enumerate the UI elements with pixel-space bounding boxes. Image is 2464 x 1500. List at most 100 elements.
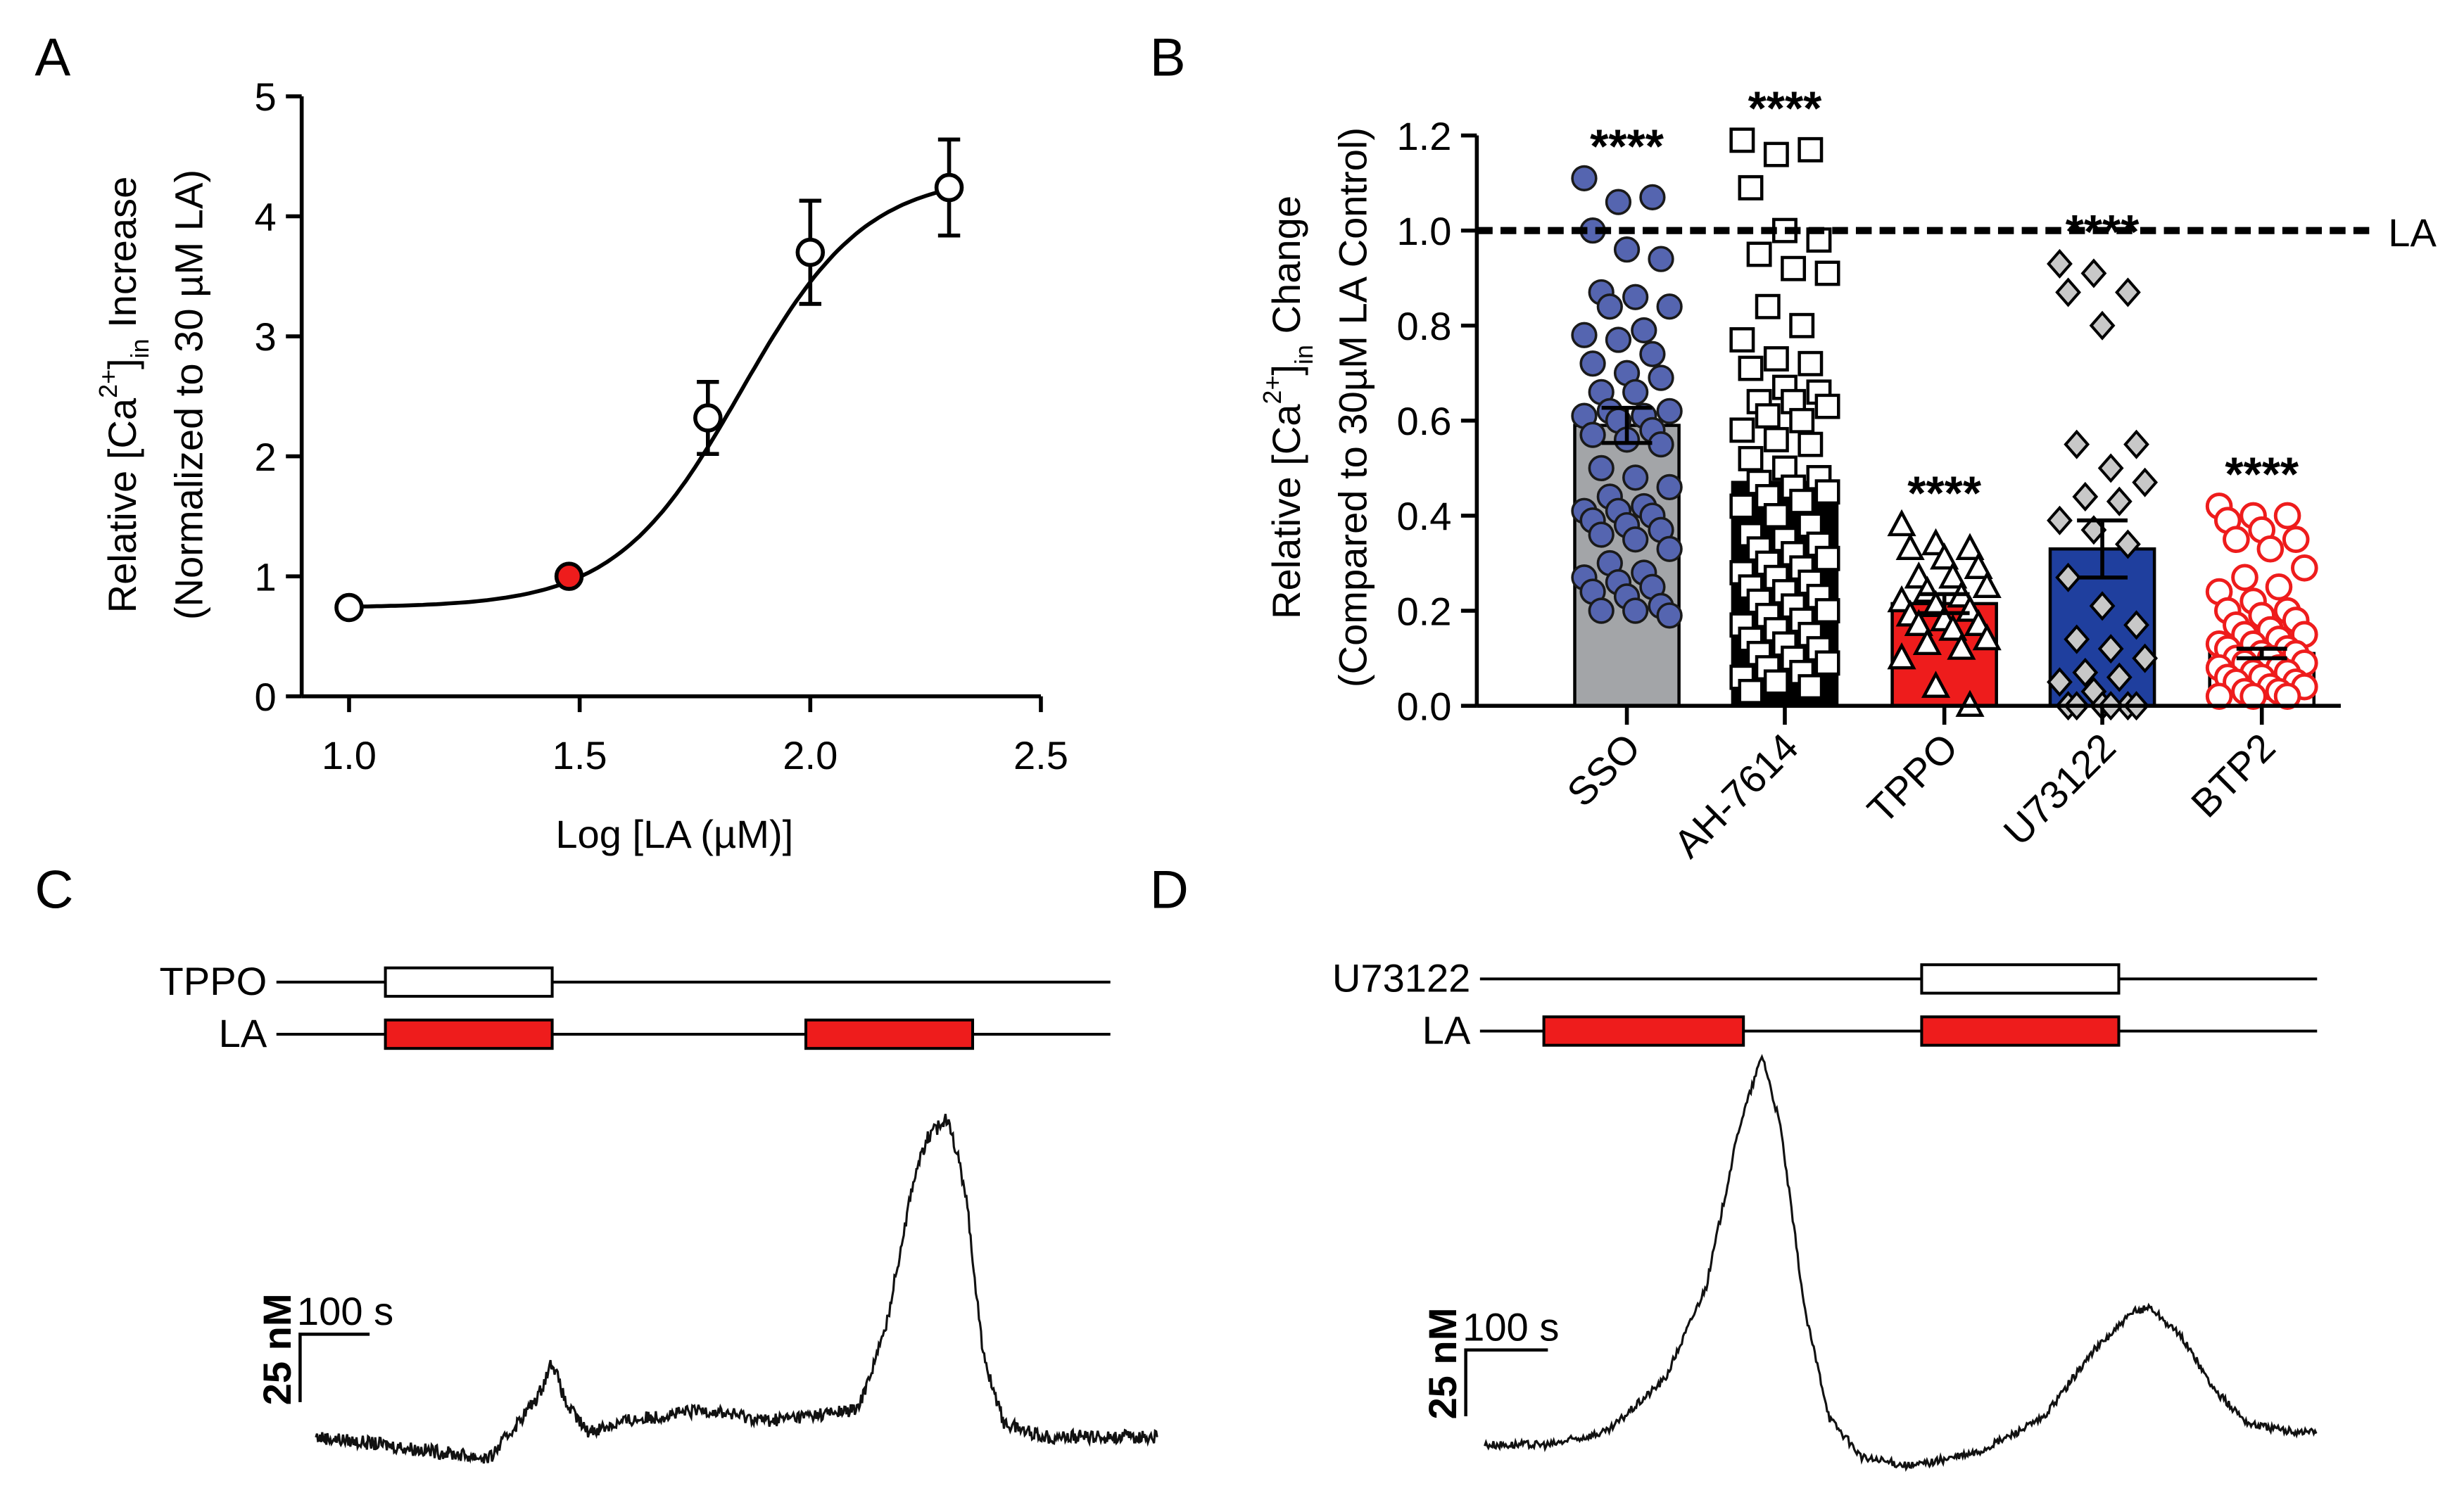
data-point bbox=[2047, 505, 2073, 535]
error-bar bbox=[1919, 592, 1970, 616]
data-point bbox=[2132, 643, 2159, 673]
x-tick-label: 1.5 bbox=[552, 733, 607, 777]
data-point bbox=[1648, 431, 1674, 458]
data-point bbox=[1814, 545, 1840, 571]
ylabel-sub: in bbox=[1290, 345, 1318, 364]
data-point bbox=[1887, 642, 1916, 670]
data-point bbox=[2239, 682, 2267, 710]
protocol-label: LA bbox=[219, 1011, 267, 1055]
y-tick-label: 0 bbox=[255, 675, 277, 719]
data-point bbox=[1930, 542, 1959, 570]
y-tick-label: 1 bbox=[255, 554, 277, 599]
data-point bbox=[1738, 355, 1764, 381]
data-point bbox=[2231, 564, 2258, 592]
data-point bbox=[1921, 670, 1951, 698]
protocol-label: U73122 bbox=[1332, 955, 1471, 1000]
data-point bbox=[1947, 633, 1976, 660]
ylabel-line2: (Compared to 30µM LA Control) bbox=[1330, 127, 1375, 687]
data-point bbox=[1789, 488, 1815, 514]
data-point bbox=[1763, 346, 1789, 371]
data-point bbox=[1798, 431, 1824, 457]
significance-stars: **** bbox=[1748, 82, 1823, 135]
panel-a-y-axis-title: Relative [Ca2+]in Increase (Normalized t… bbox=[94, 170, 210, 620]
data-point bbox=[1763, 564, 1789, 590]
error-bar bbox=[1601, 405, 1653, 445]
ylabel-sup: 2+ bbox=[1258, 376, 1287, 405]
data-point bbox=[1763, 503, 1789, 528]
data-point bbox=[1588, 597, 1615, 624]
data-point bbox=[1729, 417, 1755, 443]
data-point bbox=[1579, 421, 1606, 448]
panel-a-dose-response: Log [LA (µM)] Relative [Ca2+]in Increase… bbox=[94, 75, 1068, 856]
data-point bbox=[1738, 678, 1764, 704]
data-point bbox=[2223, 526, 2250, 554]
data-point bbox=[1605, 189, 1632, 215]
data-point bbox=[2106, 662, 2133, 692]
data-point bbox=[2064, 624, 2090, 654]
x-tick-label: U73122 bbox=[1995, 725, 2123, 853]
data-point bbox=[2072, 657, 2099, 687]
data-point bbox=[1912, 628, 1942, 656]
application-bar-la bbox=[1542, 1015, 1745, 1047]
data-point bbox=[2123, 610, 2149, 640]
data-point bbox=[1622, 464, 1649, 491]
data-point bbox=[1631, 317, 1657, 344]
data-point bbox=[1656, 293, 1683, 320]
data-point bbox=[1622, 284, 1649, 310]
scale-bar-time-label: 100 s bbox=[297, 1289, 393, 1333]
data-point bbox=[2265, 573, 2293, 601]
application-bar-tppo bbox=[384, 966, 554, 998]
data-point bbox=[1955, 533, 1985, 560]
data-point bbox=[1571, 165, 1598, 191]
significance-stars: **** bbox=[1907, 467, 1982, 520]
data-point bbox=[2115, 277, 2141, 307]
data-point bbox=[1763, 141, 1789, 167]
y-tick-label: 3 bbox=[255, 314, 277, 359]
data-point bbox=[1639, 341, 1666, 367]
data-point bbox=[1656, 602, 1683, 629]
y-tick-label: 1.0 bbox=[1396, 209, 1451, 253]
data-point bbox=[1588, 521, 1615, 548]
data-point bbox=[1972, 623, 2002, 651]
data-point bbox=[1814, 393, 1840, 419]
data-point bbox=[2055, 277, 2081, 307]
data-point bbox=[2115, 529, 2141, 559]
data-point bbox=[1571, 322, 1598, 348]
data-point bbox=[1755, 293, 1781, 319]
ylabel-sub: in bbox=[126, 338, 154, 358]
panel-label-b: B bbox=[1150, 28, 1186, 88]
panel-b-bar-chart: Relative [Ca2+]in Change (Compared to 30… bbox=[1258, 82, 2437, 866]
panel-c-trace: TPPO LA 100 s25 nM bbox=[160, 959, 1158, 1464]
error-bar bbox=[2236, 647, 2287, 661]
error-bar bbox=[2077, 518, 2128, 580]
data-point bbox=[1746, 241, 1772, 267]
data-point bbox=[1814, 598, 1840, 624]
data-point bbox=[2055, 562, 2081, 592]
data-point bbox=[1814, 479, 1840, 505]
y-tick-label: 5 bbox=[255, 75, 277, 119]
data-point bbox=[2282, 526, 2310, 554]
application-bar-la bbox=[804, 1018, 975, 1050]
data-point bbox=[2080, 258, 2107, 288]
protocol-label: TPPO bbox=[160, 959, 267, 1003]
significance-stars: **** bbox=[2225, 448, 2299, 501]
data-point bbox=[2097, 453, 2124, 483]
data-point bbox=[1972, 571, 2002, 598]
x-tick-label: AH-7614 bbox=[1665, 725, 1807, 866]
data-point bbox=[2123, 429, 2149, 459]
data-point bbox=[554, 561, 584, 591]
y-tick-label: 1.2 bbox=[1396, 114, 1451, 158]
data-point bbox=[1887, 509, 1916, 537]
data-point bbox=[1596, 293, 1623, 320]
data-point bbox=[2205, 682, 2233, 710]
data-point bbox=[1605, 326, 1632, 353]
y-tick-label: 4 bbox=[255, 195, 277, 239]
data-point bbox=[2072, 481, 2099, 511]
application-bar-la bbox=[1920, 1015, 2121, 1047]
ylabel-text: Increase bbox=[100, 177, 144, 339]
data-point bbox=[1579, 350, 1606, 377]
data-point bbox=[693, 403, 723, 433]
data-point bbox=[1904, 609, 1933, 637]
data-point bbox=[1729, 493, 1755, 519]
